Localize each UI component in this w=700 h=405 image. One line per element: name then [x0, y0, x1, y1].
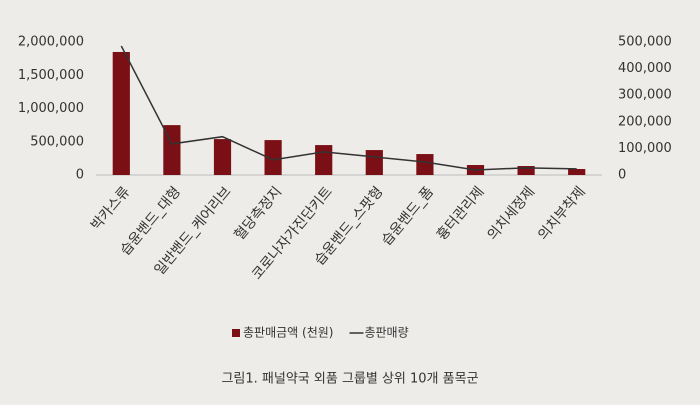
x-tick-label: 의치부착제 — [535, 184, 589, 244]
y-tick-label: 1,500,000 — [18, 68, 84, 83]
x-tick-label: 의치세정제 — [485, 184, 539, 244]
x-tick-label: 혈당측정지 — [232, 184, 286, 244]
bar — [264, 140, 282, 175]
caption: 그림1. 패널약국 외품 그룹별 상위 10개 품목군 — [221, 372, 478, 387]
y2-tick-label: 100,000 — [618, 141, 672, 156]
legend-swatch — [232, 329, 240, 337]
line — [120, 45, 577, 171]
bar — [365, 150, 383, 175]
y2-tick-label: 0 — [618, 168, 626, 183]
x-tick-label: 습윤밴드_폼 — [379, 184, 437, 249]
bar — [213, 139, 232, 175]
legend-label: 총판매량 — [364, 326, 408, 340]
y-tick-label: 1,000,000 — [18, 101, 84, 116]
bar — [163, 125, 181, 175]
y-tick-label: 500,000 — [30, 134, 84, 149]
x-tick-label: 흉터관리제 — [434, 184, 488, 244]
y2-tick-label: 300,000 — [618, 88, 672, 103]
bar — [315, 145, 333, 175]
bar — [568, 169, 586, 175]
y-tick-label: 2,000,000 — [18, 35, 84, 50]
bar — [112, 51, 130, 175]
legend-label: 총판매금액 (천원) — [243, 325, 333, 340]
y2-tick-label: 500,000 — [618, 35, 672, 50]
x-tick-label: 박카스류 — [88, 184, 133, 234]
bar — [517, 166, 535, 175]
bar — [416, 154, 434, 175]
y2-tick-label: 400,000 — [618, 61, 672, 76]
y-tick-label: 0 — [76, 168, 84, 183]
y2-tick-label: 200,000 — [618, 114, 672, 129]
